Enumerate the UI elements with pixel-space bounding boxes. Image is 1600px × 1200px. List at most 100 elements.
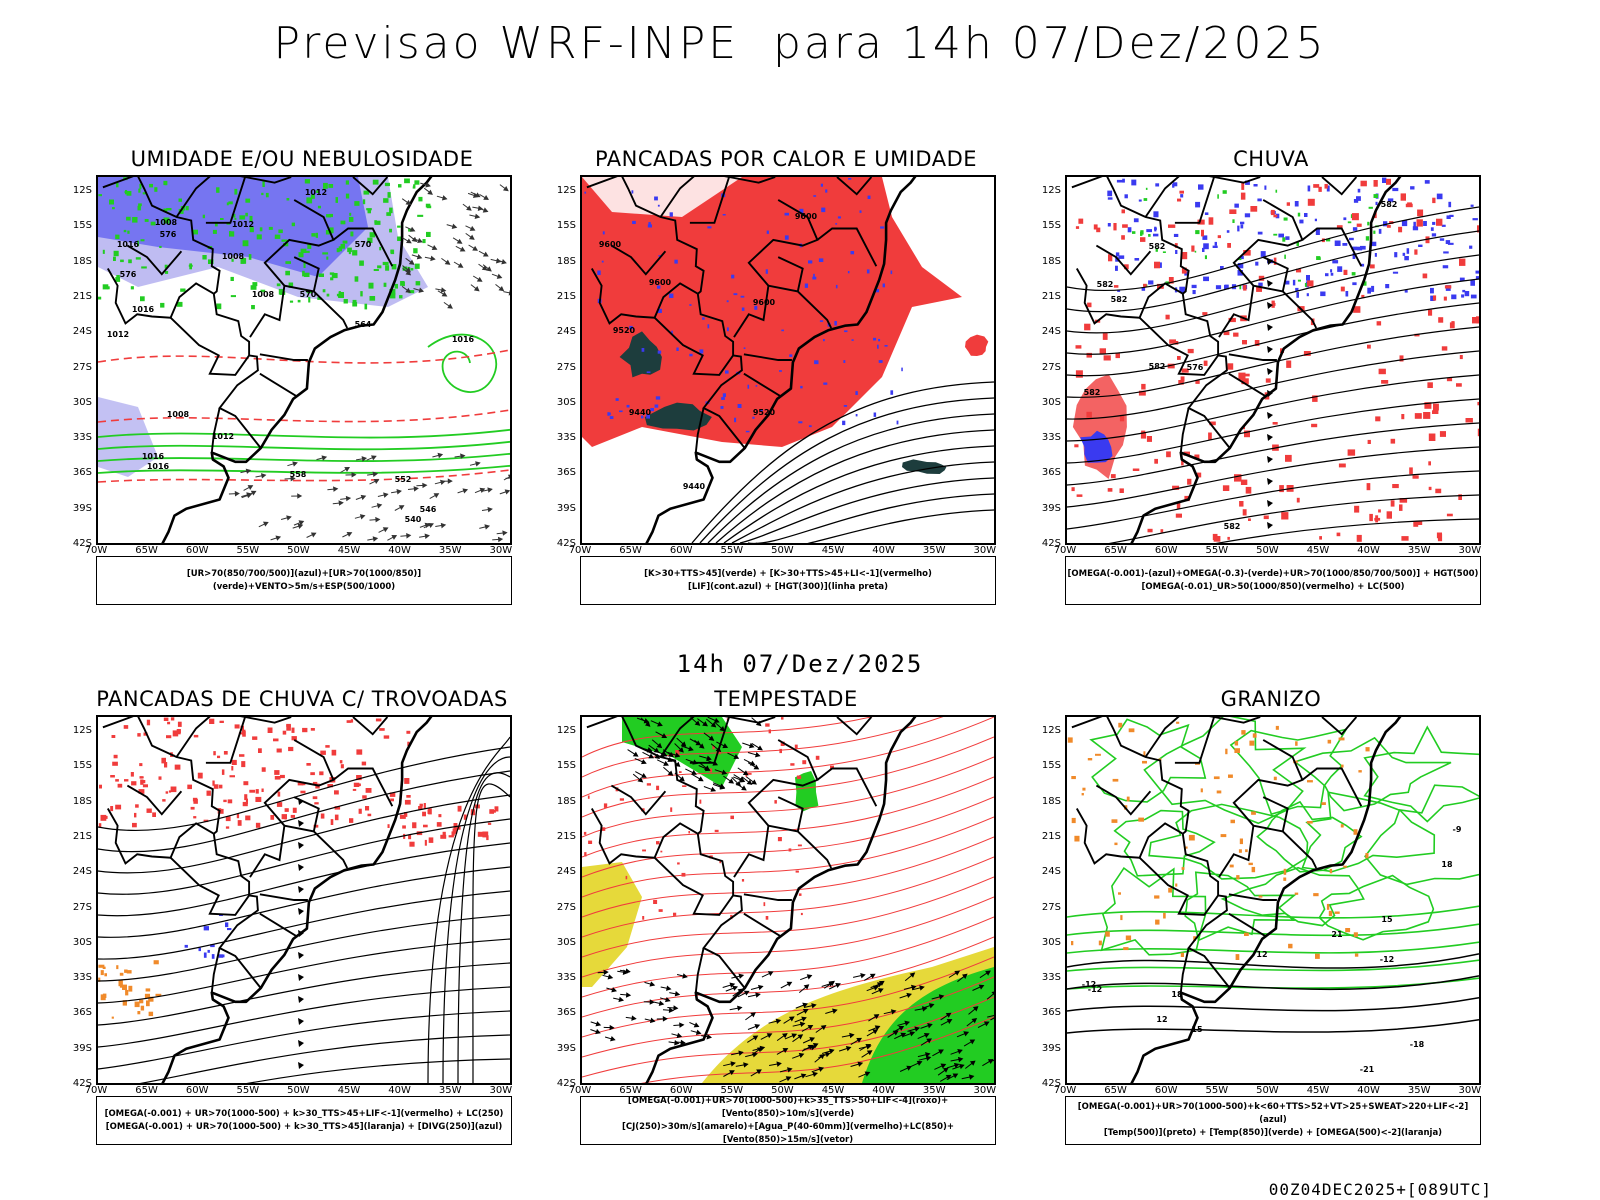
legend-line: [K>30+TTS>45](verde) + [K>30+TTS>45+LI<-… — [644, 568, 932, 579]
streamline — [98, 818, 510, 895]
lat-tick-label: 15S — [72, 760, 92, 772]
lat-tick-label: 30S — [556, 936, 576, 948]
temp850-contour — [1113, 809, 1216, 877]
wind-vector — [590, 968, 713, 1046]
border-line — [1071, 717, 1190, 835]
lon-tick-label: 35W — [922, 545, 946, 556]
temp850-contour — [1148, 803, 1309, 880]
lat-tick-label: 15S — [556, 220, 576, 232]
lc850-streamline — [582, 717, 944, 778]
border-line — [733, 739, 819, 878]
temp850-contour — [1220, 866, 1365, 927]
instability-area-teal — [644, 402, 712, 431]
contour-label: 12 — [1256, 950, 1267, 959]
border-line — [1228, 912, 1267, 938]
border-line — [1301, 227, 1363, 267]
contour-label: 582 — [1381, 200, 1398, 209]
border-line — [1144, 717, 1261, 758]
contour-label: 1012 — [107, 330, 129, 339]
lat-tick-label: 27S — [556, 901, 576, 913]
lon-tick-label: 30W — [973, 1085, 997, 1096]
hgt300-contour — [715, 429, 994, 543]
lat-tick-label: 33S — [1041, 972, 1061, 984]
lat-tick-label: 36S — [72, 467, 92, 479]
streamline-arrow — [1267, 346, 1273, 353]
border-line — [210, 407, 221, 453]
border-line — [284, 284, 349, 329]
streamline — [1067, 422, 1479, 486]
border-line — [702, 894, 746, 989]
streamline — [442, 756, 510, 1083]
lat-tick-label: 24S — [556, 326, 576, 338]
lon-tick-label: 65W — [135, 1085, 158, 1096]
omega500-orange-cells — [1067, 721, 1370, 960]
contour-label: -21 — [1360, 1065, 1375, 1074]
map-umidade: 1012 1008 1012 1016 1008 1008 1016 1016 1012 1008… — [96, 175, 512, 545]
temp850-contour — [1067, 923, 1479, 937]
border-line — [694, 947, 705, 993]
border-line — [659, 717, 776, 758]
lon-tick-label: 70W — [84, 1085, 108, 1096]
lat-tick-label: 21S — [72, 830, 92, 842]
lon-tick-label: 55W — [1205, 545, 1229, 556]
border-line — [1301, 767, 1363, 807]
streamline-arrow — [1267, 522, 1273, 529]
temp500-contour — [1067, 997, 1479, 1012]
border-line — [816, 767, 878, 807]
border-line — [694, 407, 705, 453]
lat-tick-label: 24S — [556, 866, 576, 878]
border-line — [653, 293, 735, 376]
border-line — [1138, 833, 1220, 916]
contour-label: 9600 — [649, 278, 672, 287]
lat-tick-label: 24S — [72, 326, 92, 338]
legend-line: [OMEGA(-0.001) + UR>70(1000-500) + k>30_… — [104, 1108, 504, 1119]
border-line — [1095, 784, 1152, 816]
lon-tick-label: 70W — [1053, 1085, 1077, 1096]
lon-tick-label: 60W — [1154, 545, 1178, 556]
lon-tick-label: 40W — [872, 1085, 895, 1096]
lon-tick-label: 60W — [1154, 1085, 1178, 1096]
lat-tick-label: 12S — [1041, 725, 1061, 736]
temp850-contour — [1364, 784, 1479, 886]
panel-title-tempestade: TEMPESTADE — [714, 687, 858, 711]
temp500-contour — [1067, 953, 1479, 969]
streamline-arrow — [298, 996, 304, 1003]
contour-label: -18 — [1410, 1040, 1425, 1049]
legend-line: [OMEGA(-0.001)+UR>70(1000-500)+k>35_TTS>… — [627, 1095, 949, 1119]
contour-label: 9600 — [795, 212, 818, 221]
border-line — [1228, 893, 1277, 901]
map-svg-tempestade — [582, 717, 994, 1083]
lat-tick-label: 18S — [1041, 795, 1061, 807]
contour-label: 582 — [1111, 295, 1128, 304]
humidity-green-cells — [98, 177, 432, 310]
lon-tick-label: 45W — [1306, 545, 1330, 556]
lat-tick-label: 36S — [1041, 1007, 1061, 1019]
omega-green-cells — [1132, 187, 1379, 290]
streamline-arrow — [298, 1062, 304, 1069]
contour-label: 1016 — [452, 335, 475, 344]
panel-title-pancadas-trovoadas: PANCADAS DE CHUVA C/ TROVOADAS — [96, 687, 508, 711]
lat-tick-label: 39S — [1041, 502, 1061, 514]
lc850-streamline — [582, 836, 994, 918]
border-line — [777, 796, 804, 832]
lon-tick-label: 35W — [438, 545, 462, 556]
instability-area-teal — [902, 459, 947, 474]
wind-vector — [401, 182, 510, 309]
streamline-arrow — [1267, 368, 1273, 375]
streamline — [246, 1058, 510, 1083]
contour-label: 18 — [1171, 990, 1183, 999]
border-line — [1253, 284, 1318, 329]
legend-pancadas-trovoadas: [OMEGA(-0.001) + UR>70(1000-500) + k>30_… — [96, 1096, 512, 1145]
contour-label: 582 — [1097, 280, 1114, 289]
lat-tick-label: 27S — [72, 901, 92, 913]
map-svg-chuva: 582 582 582 582 582 576 582 582 — [1067, 177, 1479, 543]
panel-title-umidade: UMIDADE E/OU NEBULOSIDADE — [130, 147, 474, 171]
lc850-streamline — [582, 856, 994, 938]
lat-tick-label: 30S — [72, 396, 92, 408]
jet-area-yellow — [582, 862, 642, 987]
lon-tick-label: 50W — [771, 1085, 794, 1096]
streamline — [98, 986, 510, 1048]
lc850-streamline — [582, 996, 994, 1078]
map-pancadas-trovoadas — [96, 715, 512, 1085]
